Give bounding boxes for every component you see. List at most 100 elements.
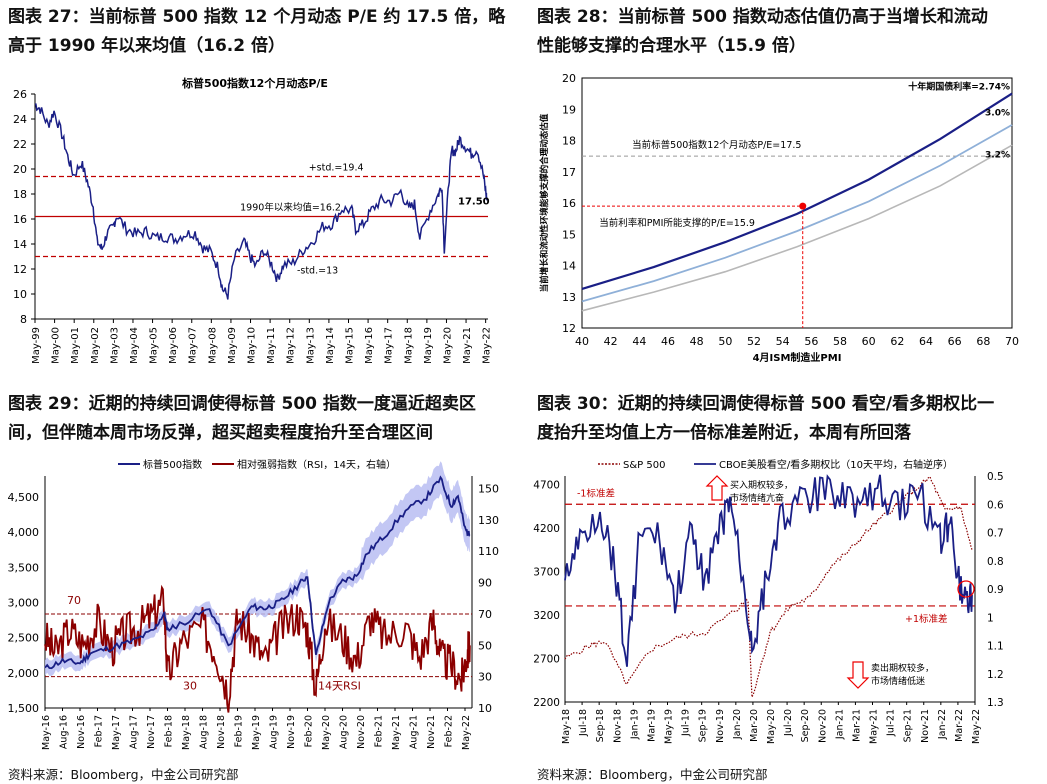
x-tick-label: May-12 [286, 327, 297, 364]
title-fig29-line2: 间，但伴随本周市场反弹，超买超卖程度抬升至合理区间 [8, 423, 433, 443]
x-tick-label: May-04 [129, 327, 140, 364]
left-tick-label: 2,000 [8, 667, 40, 680]
x-tick-label: May-07 [188, 327, 199, 364]
x-tick-label: May-21 [462, 327, 473, 364]
title-fig28-line2: 性能够支撑的合理水平（15.9 倍） [537, 36, 806, 56]
right-tick-label: 90 [478, 577, 492, 590]
x-tick-label: Nov-16 [76, 715, 87, 749]
right-tick-label: 150 [478, 483, 499, 496]
x-tick-label: 44 [632, 335, 646, 348]
x-tick-label: Aug-16 [59, 715, 70, 749]
y-tick-label: 22 [13, 138, 27, 151]
right-tick-label: 0.9 [987, 584, 1004, 596]
series-label-30: 3.0% [985, 109, 1010, 119]
x-tick-label: May-19 [664, 709, 675, 744]
x-tick-label: May-22 [971, 709, 982, 744]
rsi-30-label: 30 [183, 680, 197, 693]
y-tick-label: 14 [13, 238, 27, 251]
x-tick-label: Feb-19 [234, 715, 245, 747]
x-tick-label: May-17 [111, 715, 122, 750]
y-tick-label: 10 [13, 288, 27, 301]
hline-label-mean: 1990年以来均值=16.2 [240, 202, 341, 214]
x-tick-label: May-06 [168, 327, 179, 364]
title-fig30-line2: 度抬升至均值上方一倍标准差附近，本周有所回落 [537, 423, 911, 443]
x-tick-label: May-18 [181, 715, 192, 750]
right-tick-label: 70 [478, 608, 492, 621]
x-tick-label: May-09 [227, 327, 238, 364]
chart-rsi: 标普500指数 相对强弱指数（RSI，14天，右轴） 1,500 2,000 2,500… [8, 458, 500, 750]
x-tick-label: Nov-19 [286, 715, 297, 749]
pcr-series-line [564, 474, 973, 667]
x-tick-label: Mar-20 [749, 709, 760, 742]
x-tick-label: Sep-21 [903, 709, 914, 742]
y-tick-label: 13 [562, 291, 576, 304]
left-tick-label: 3,500 [8, 561, 40, 574]
x-tick-label: Aug-18 [199, 715, 210, 749]
x-tick-label: May-02 [90, 327, 101, 364]
annotation-bullish-2: 市场情绪亢奋 [730, 492, 784, 504]
y-tick-label: 12 [562, 322, 576, 335]
right-tick-label: 1.2 [987, 669, 1004, 681]
x-axis-title: 4月ISM制造业PMI [753, 351, 842, 364]
current-point-marker [799, 202, 807, 210]
x-tick-label: Nov-21 [920, 709, 931, 743]
x-tick-label: May-08 [207, 327, 218, 364]
rsi-annotation: 14天RSI [318, 680, 361, 693]
left-tick-label: 4,500 [8, 491, 40, 504]
y-tick-label: 26 [13, 88, 27, 101]
right-tick-label: 0.7 [987, 528, 1004, 540]
x-tick-label: Aug-17 [129, 715, 140, 749]
x-tick-label: May-01 [70, 327, 81, 364]
right-tick-label: 1 [987, 612, 994, 624]
chart-pcr: S&P 500 CBOE美股看空/看多期权比（10天平均，右轴逆序） 2200 270… [533, 458, 1004, 744]
y-tick-label: 20 [562, 72, 576, 85]
x-tick-label: 52 [747, 335, 761, 348]
source-right: 资料来源：Bloomberg，中金公司研究部 [537, 767, 768, 782]
x-tick-label: May-17 [384, 327, 395, 364]
legend-label-rsi: 相对强弱指数（RSI，14天，右轴） [237, 458, 396, 471]
hline-label-plus-std: +std.=19.4 [309, 163, 364, 174]
x-tick-label: 60 [862, 335, 876, 348]
right-tick-label: 0.5 [987, 471, 1004, 483]
x-tick-label: Nov-20 [817, 709, 828, 743]
left-tick-label: 4,000 [8, 526, 40, 539]
x-tick-label: 54 [776, 335, 790, 348]
arrow-down-icon [846, 661, 870, 689]
right-tick-label: 0.8 [987, 556, 1004, 568]
x-tick-label: Sep-19 [698, 709, 709, 742]
plot-frame [581, 77, 1013, 329]
right-tick-label: 130 [478, 514, 499, 527]
x-tick-label: 62 [890, 335, 904, 348]
x-tick-label: Jul-20 [783, 709, 794, 737]
right-tick-label: 110 [478, 545, 499, 558]
x-tick-label: May-20 [442, 327, 453, 364]
x-tick-label: 42 [604, 335, 618, 348]
x-tick-label: Nov-20 [356, 715, 367, 749]
x-tick-label: Nov-19 [715, 709, 726, 743]
x-tick-label: Jan-20 [732, 709, 743, 740]
left-tick-label: 1,500 [8, 702, 40, 715]
right-tick-label: 50 [478, 639, 492, 652]
source-left: 资料来源：Bloomberg，中金公司研究部 [8, 767, 239, 782]
x-tick-label: 68 [976, 335, 990, 348]
sp500-series-line [564, 475, 973, 698]
rsi-series-line [44, 584, 471, 713]
recent-highlight-circle [957, 580, 975, 598]
arrow-up-icon [705, 475, 729, 501]
pmi-series-line-0 [581, 92, 1013, 290]
right-tick-label: 10 [478, 702, 492, 715]
y-tick-label: 8 [20, 313, 27, 326]
legend-label-pcr: CBOE美股看空/看多期权比（10天平均，右轴逆序） [719, 458, 953, 471]
x-tick-label: May-05 [149, 327, 160, 364]
x-tick-label: May-22 [461, 715, 472, 750]
x-tick-label: 64 [919, 335, 933, 348]
y-tick-label: 16 [13, 213, 27, 226]
x-tick-label: May-20 [321, 715, 332, 750]
x-tick-label: 50 [718, 335, 732, 348]
current-point-label: 当前利率和PMI所能支撑的P/E=15.9 [599, 217, 755, 229]
x-tick-label: May-14 [325, 327, 336, 364]
series-label-274: 十年期国债利率=2.74% [908, 81, 1010, 93]
y-axis-title: 当前增长和流动性环境能够支撑的合理动态估值 [539, 113, 550, 292]
x-tick-label: 70 [1005, 335, 1019, 348]
x-tick-label: Sep-20 [800, 709, 811, 742]
